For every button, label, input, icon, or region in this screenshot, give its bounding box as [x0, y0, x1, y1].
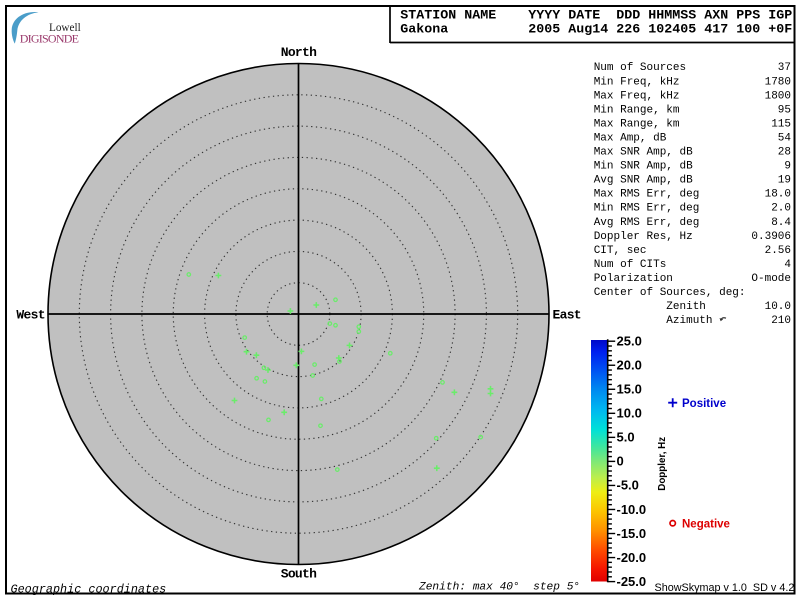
svg-text:ShowSkymap v 1.0 SD v 4.2: ShowSkymap v 1.0 SD v 4.2 [655, 582, 795, 594]
svg-text:0: 0 [617, 454, 624, 469]
svg-text:Max Freq, kHz: Max Freq, kHz [594, 90, 680, 102]
svg-text:210: 210 [771, 315, 791, 327]
svg-text:Zenith: Zenith [666, 301, 706, 313]
svg-text:Azimuth: Azimuth [666, 315, 712, 327]
svg-text:-20.0: -20.0 [617, 550, 647, 565]
svg-text:8.4: 8.4 [771, 217, 791, 229]
svg-text:Doppler Res, Hz: Doppler Res, Hz [594, 231, 693, 243]
svg-text:Min Range, km: Min Range, km [594, 104, 680, 116]
svg-text:0.3906: 0.3906 [751, 231, 791, 243]
svg-text:CIT, sec: CIT, sec [594, 245, 647, 257]
svg-text:25.0: 25.0 [617, 334, 642, 349]
svg-text:Doppler, Hz: Doppler, Hz [657, 437, 668, 491]
svg-text:10.0: 10.0 [617, 406, 642, 421]
svg-text:20.0: 20.0 [617, 358, 642, 373]
svg-text:DIGISONDE: DIGISONDE [20, 32, 79, 46]
svg-text:STATION NAME YYYY DATE DDD: STATION NAME YYYY DATE DDD HHMMSS AXN PP… [400, 8, 792, 23]
svg-text:East: East [553, 307, 581, 322]
svg-text:Center of Sources, deg:: Center of Sources, deg: [594, 287, 746, 299]
svg-text:15.0: 15.0 [617, 382, 642, 397]
svg-text:Min SNR Amp, dB: Min SNR Amp, dB [594, 161, 693, 173]
svg-text:-10.0: -10.0 [617, 502, 647, 517]
svg-text:10.0: 10.0 [765, 301, 791, 313]
svg-text:1800: 1800 [765, 90, 791, 102]
svg-text:4: 4 [784, 259, 791, 271]
svg-text:2.0: 2.0 [771, 203, 791, 215]
svg-text:1780: 1780 [765, 76, 791, 88]
svg-text:Max Amp, dB: Max Amp, dB [594, 133, 667, 145]
svg-text:Max SNR Amp, dB: Max SNR Amp, dB [594, 147, 693, 159]
svg-text:Gakona 2005 Aug14 226: Gakona 2005 Aug14 226 102405 417 100 +0F [400, 23, 792, 38]
svg-text:Geographic coordinates: Geographic coordinates [11, 582, 167, 596]
svg-text:18.0: 18.0 [765, 189, 791, 201]
svg-text:O-mode: O-mode [751, 273, 791, 285]
svg-text:-25.0: -25.0 [617, 574, 647, 589]
svg-text:Negative: Negative [682, 519, 730, 531]
svg-text:Max RMS Err, deg: Max RMS Err, deg [594, 189, 700, 201]
svg-text:Polarization: Polarization [594, 273, 673, 285]
svg-text:Max Range, km: Max Range, km [594, 118, 680, 130]
svg-text:Positive: Positive [682, 398, 726, 410]
svg-text:Min Freq, kHz: Min Freq, kHz [594, 76, 680, 88]
svg-text:Num of CITs: Num of CITs [594, 259, 667, 271]
svg-text:9: 9 [784, 161, 791, 173]
svg-text:North: North [281, 45, 317, 60]
svg-text:-15.0: -15.0 [617, 526, 647, 541]
svg-text:37: 37 [778, 62, 791, 74]
svg-text:Avg RMS Err, deg: Avg RMS Err, deg [594, 217, 700, 229]
svg-text:19: 19 [778, 175, 791, 187]
svg-text:54: 54 [778, 133, 792, 145]
svg-text:5.0: 5.0 [617, 430, 635, 445]
svg-text:95: 95 [778, 104, 791, 116]
svg-text:Zenith: max 40° step 5°: Zenith: max 40° step 5° [418, 582, 580, 594]
svg-text:2.56: 2.56 [765, 245, 791, 257]
svg-text:115: 115 [771, 118, 791, 130]
svg-text:West: West [16, 307, 44, 322]
svg-text:Min RMS Err, deg: Min RMS Err, deg [594, 203, 700, 215]
svg-text:Num of Sources: Num of Sources [594, 62, 686, 74]
svg-text:South: South [281, 567, 317, 582]
svg-text:Avg SNR Amp, dB: Avg SNR Amp, dB [594, 175, 693, 187]
svg-text:Lowell: Lowell [49, 22, 81, 34]
svg-text:28: 28 [778, 147, 791, 159]
svg-text:-5.0: -5.0 [617, 478, 639, 493]
